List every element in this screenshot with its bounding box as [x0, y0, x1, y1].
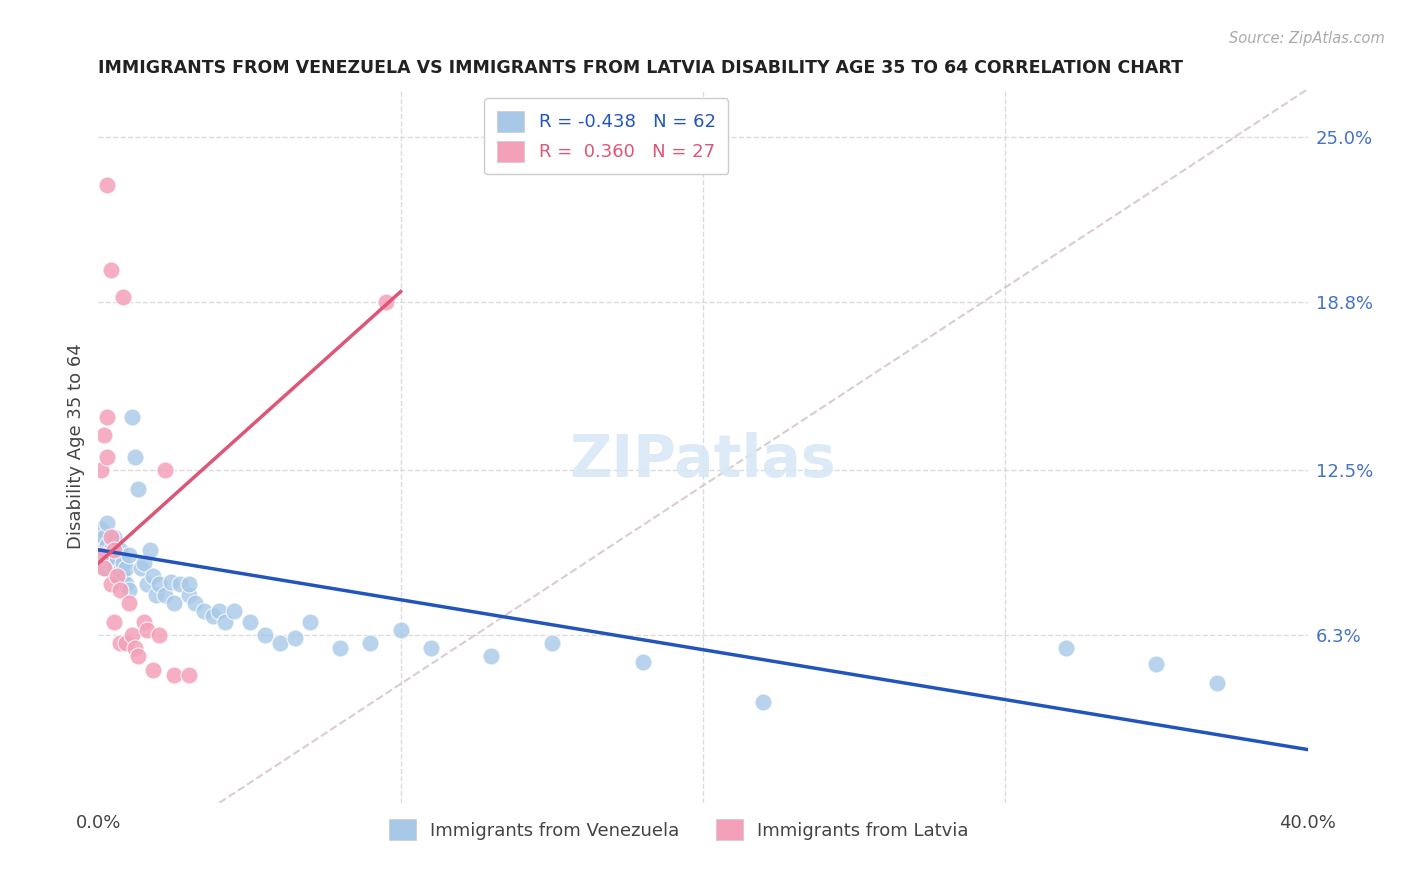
Point — [135, 623, 157, 637]
Point — [127, 649, 149, 664]
Point — [118, 596, 141, 610]
Point — [752, 695, 775, 709]
Point — [299, 615, 322, 629]
Point — [169, 577, 191, 591]
Point — [269, 636, 291, 650]
Point — [105, 569, 128, 583]
Point — [105, 550, 128, 565]
Point — [103, 561, 125, 575]
Point — [93, 542, 115, 557]
Point — [96, 450, 118, 464]
Point — [374, 295, 396, 310]
Point — [179, 668, 201, 682]
Point — [127, 482, 149, 496]
Point — [540, 636, 562, 650]
Point — [253, 628, 276, 642]
Point — [111, 290, 134, 304]
Point — [121, 409, 143, 424]
Point — [93, 529, 115, 543]
Point — [118, 548, 141, 562]
Point — [142, 663, 165, 677]
Point — [389, 623, 412, 637]
Point — [90, 522, 112, 536]
Point — [193, 604, 215, 618]
Y-axis label: Disability Age 35 to 64: Disability Age 35 to 64 — [66, 343, 84, 549]
Point — [202, 609, 225, 624]
Point — [481, 649, 503, 664]
Point — [96, 550, 118, 565]
Point — [124, 450, 146, 464]
Point — [1054, 641, 1077, 656]
Point — [90, 534, 112, 549]
Point — [124, 641, 146, 656]
Point — [111, 569, 134, 583]
Text: Source: ZipAtlas.com: Source: ZipAtlas.com — [1229, 31, 1385, 46]
Point — [179, 577, 201, 591]
Point — [100, 263, 122, 277]
Point — [111, 556, 134, 570]
Point — [103, 548, 125, 562]
Point — [239, 615, 262, 629]
Point — [631, 655, 654, 669]
Point — [129, 561, 152, 575]
Legend: Immigrants from Venezuela, Immigrants from Latvia: Immigrants from Venezuela, Immigrants fr… — [381, 812, 976, 847]
Point — [96, 178, 118, 192]
Point — [179, 588, 201, 602]
Point — [93, 561, 115, 575]
Point — [108, 582, 131, 597]
Point — [100, 577, 122, 591]
Text: IMMIGRANTS FROM VENEZUELA VS IMMIGRANTS FROM LATVIA DISABILITY AGE 35 TO 64 CORR: IMMIGRANTS FROM VENEZUELA VS IMMIGRANTS … — [98, 59, 1184, 77]
Point — [139, 542, 162, 557]
Point — [114, 561, 136, 575]
Point — [96, 516, 118, 531]
Point — [90, 548, 112, 562]
Point — [108, 542, 131, 557]
Point — [118, 582, 141, 597]
Point — [160, 574, 183, 589]
Point — [108, 636, 131, 650]
Point — [105, 569, 128, 583]
Point — [93, 561, 115, 575]
Point — [148, 628, 170, 642]
Point — [224, 604, 246, 618]
Point — [132, 615, 155, 629]
Point — [329, 641, 352, 656]
Point — [153, 588, 176, 602]
Point — [148, 577, 170, 591]
Point — [145, 588, 167, 602]
Point — [100, 556, 122, 570]
Point — [208, 604, 231, 618]
Point — [153, 463, 176, 477]
Point — [108, 564, 131, 578]
Point — [90, 463, 112, 477]
Point — [103, 615, 125, 629]
Point — [135, 577, 157, 591]
Point — [114, 636, 136, 650]
Point — [214, 615, 236, 629]
Text: ZIPatlas: ZIPatlas — [569, 432, 837, 489]
Point — [103, 529, 125, 543]
Point — [103, 542, 125, 557]
Point — [1144, 657, 1167, 672]
Point — [100, 542, 122, 557]
Point — [96, 409, 118, 424]
Point — [93, 428, 115, 442]
Point — [420, 641, 443, 656]
Point — [163, 596, 186, 610]
Point — [96, 537, 118, 551]
Point — [132, 556, 155, 570]
Point — [163, 668, 186, 682]
Point — [100, 529, 122, 543]
Point — [1206, 676, 1229, 690]
Point — [121, 628, 143, 642]
Point — [90, 548, 112, 562]
Point — [114, 577, 136, 591]
Point — [284, 631, 307, 645]
Point — [360, 636, 382, 650]
Point — [142, 569, 165, 583]
Point — [184, 596, 207, 610]
